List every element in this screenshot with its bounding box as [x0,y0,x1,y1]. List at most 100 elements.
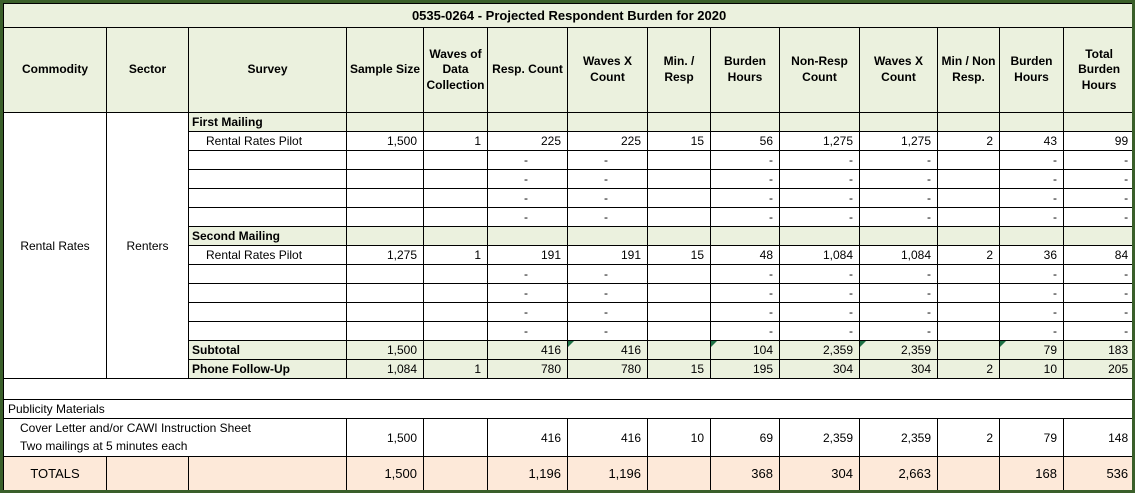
value-cell [647,207,711,227]
cover-letter-row: Cover Letter and/or CAWI Instruction She… [3,418,1132,457]
value-cell: - [1062,321,1132,341]
value-cell: - [1062,264,1132,284]
value-cell: - [999,169,1064,189]
value-cell: - [487,150,568,170]
column-header: Commodity [3,27,107,113]
table-row: Rental Rates Renters First Mailing [3,112,1132,379]
value-cell [999,226,1064,246]
value-cell: 79 [999,418,1064,457]
value-cell: - [779,207,860,227]
value-cell: - [567,150,648,170]
value-cell [346,283,424,303]
value-cell: - [999,321,1064,341]
value-cell [567,226,648,246]
value-cell [423,150,488,170]
value-cell: 304 [779,359,860,379]
value-cell: - [779,283,860,303]
column-header: Waves of Data Collection [423,27,488,113]
value-cell [937,302,1000,322]
value-cell [346,169,424,189]
value-cell [647,150,711,170]
value-cell: 2,359 [859,418,938,457]
table-row: Phone Follow-Up 1,084 1 780 780 15 195 304 304 2 1… [4,359,1132,379]
value-cell [937,150,1000,170]
value-cell [999,112,1064,132]
value-cell [423,112,488,132]
value-cell: - [1062,188,1132,208]
value-cell [346,302,424,322]
value-cell [937,188,1000,208]
value-cell: - [1062,169,1132,189]
value-cell: - [999,150,1064,170]
value-cell [647,340,711,360]
value-cell [937,264,1000,284]
value-cell: 15 [647,359,711,379]
value-cell: - [999,264,1064,284]
value-cell: 1,084 [779,245,860,265]
value-cell: 225 [487,131,568,151]
value-cell: 1,196 [567,456,648,490]
cover-letter-line2: Two mailings at 5 minutes each [20,438,188,453]
value-cell [647,169,711,189]
value-cell [487,112,568,132]
value-cell [647,188,711,208]
value-cell [423,188,488,208]
value-cell: - [710,283,780,303]
value-cell [937,226,1000,246]
value-cell [346,207,424,227]
value-cell [647,456,711,490]
value-cell: - [859,283,938,303]
column-header: Sample Size [346,27,424,113]
value-cell [779,226,860,246]
spacer-cell [3,378,1132,400]
value-cell [423,169,488,189]
value-cell [487,226,568,246]
value-cell [423,264,488,284]
value-cell: - [710,207,780,227]
burden-table: 0535-0264 - Projected Respondent Burden … [3,3,1132,490]
value-cell: - [999,207,1064,227]
value-cell: 1,196 [487,456,568,490]
value-cell: - [487,283,568,303]
value-cell: 1,084 [859,245,938,265]
value-cell: 104 [710,340,780,360]
value-cell [346,112,424,132]
totals-survey-cell [188,456,347,490]
value-cell: - [779,264,860,284]
value-cell: 1,084 [346,359,424,379]
header-row: Commodity Sector Survey Sample Size Waves of… [3,27,1132,113]
value-cell [346,321,424,341]
cover-letter-cell: Cover Letter and/or CAWI Instruction She… [3,418,347,457]
value-cell [567,112,648,132]
column-header: Burden Hours [999,27,1064,113]
totals-row: TOTALS 1,500 1,196 1,196 368 304 2,663 168 536 [3,456,1132,490]
survey-label: Rental Rates Pilot [188,245,347,265]
value-cell: - [779,188,860,208]
value-cell [423,321,488,341]
value-cell: - [710,264,780,284]
survey-label [188,283,347,303]
value-cell: 15 [647,245,711,265]
value-cell: 183 [1062,340,1132,360]
column-header: Waves X Count [859,27,938,113]
value-cell: 205 [1062,359,1132,379]
value-cell: - [859,321,938,341]
page-title: 0535-0264 - Projected Respondent Burden … [3,3,1132,28]
table-row: Subtotal 1,500 416 416 104 2,359 2,359 79 183 [4,340,1132,360]
column-header: Resp. Count [487,27,568,113]
value-cell [937,456,1000,490]
value-cell: 191 [567,245,648,265]
value-cell: 2 [937,245,1000,265]
value-cell [423,226,488,246]
value-cell: - [999,302,1064,322]
value-cell [423,302,488,322]
value-cell: - [710,188,780,208]
commodity-cell: Rental Rates [3,112,107,379]
value-cell [937,321,1000,341]
totals-label: TOTALS [3,456,107,490]
value-cell: 304 [859,359,938,379]
value-cell: - [710,150,780,170]
table-row: ------- [4,264,1132,284]
value-cell [1062,112,1132,132]
